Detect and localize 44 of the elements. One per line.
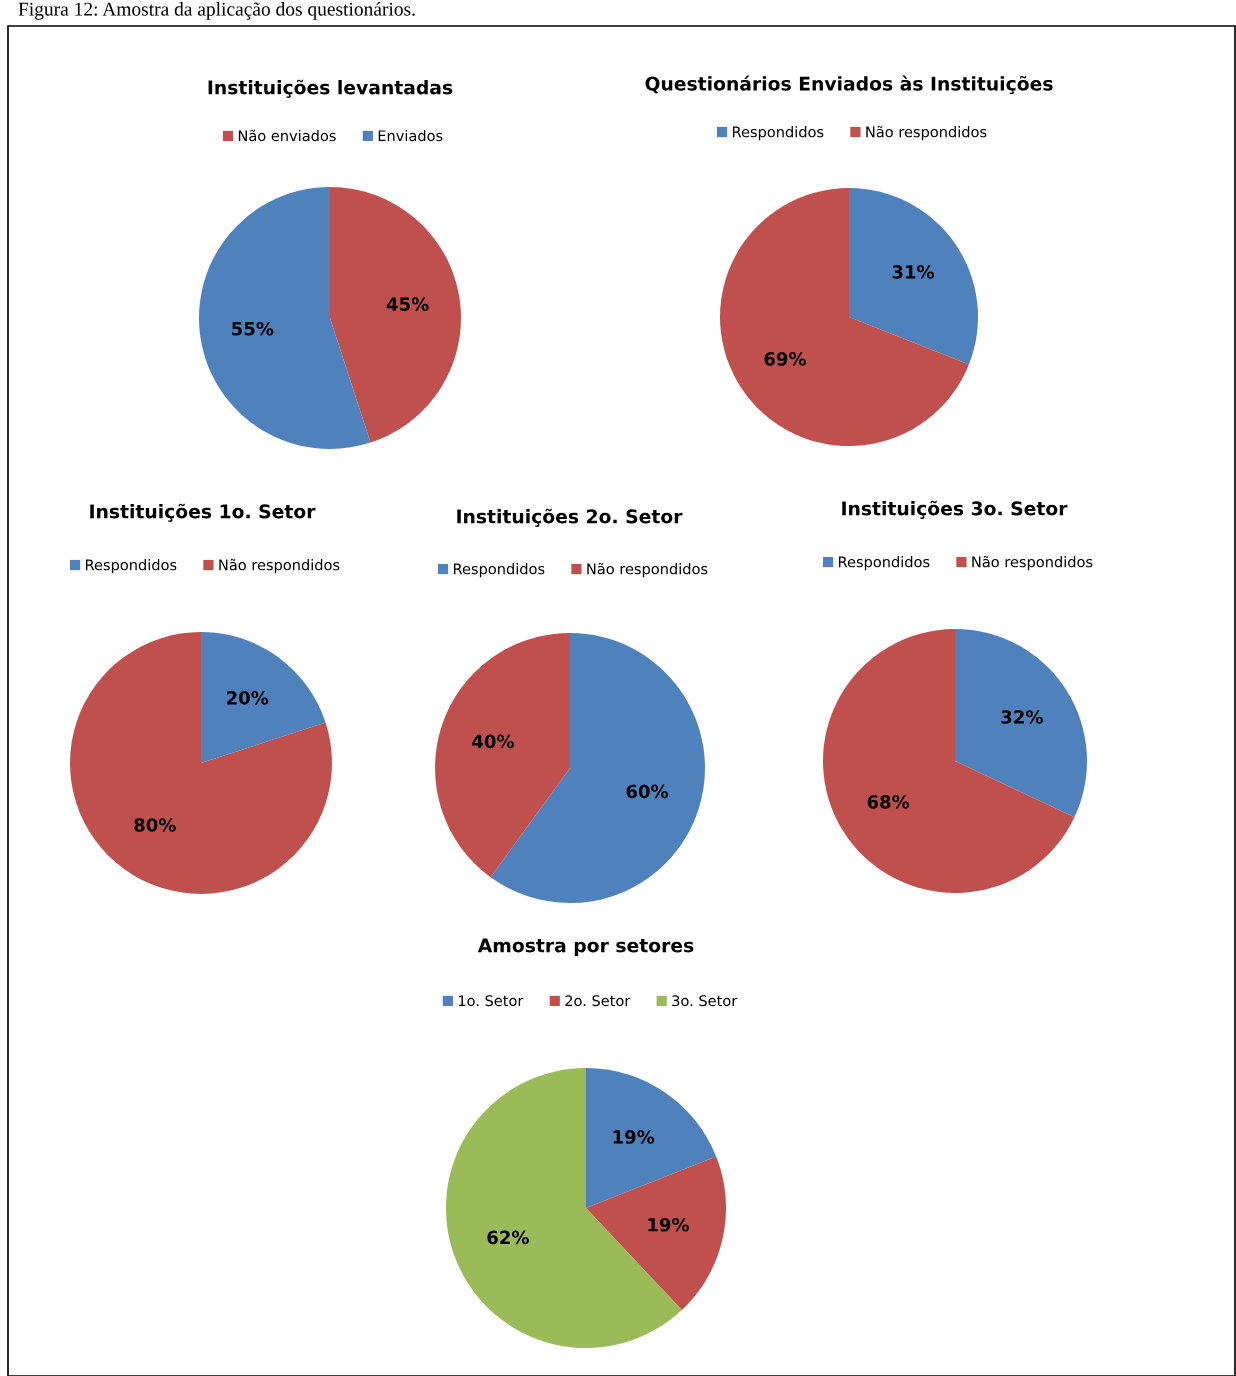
pie-slice [70,632,332,894]
legend-label: Não enviados [238,129,336,142]
data-label: 45% [386,297,429,311]
pie-slice [199,187,371,449]
pie-slice [955,629,1087,818]
pie-slice [586,1156,726,1311]
data-label: 62% [487,1230,529,1245]
pie-slice [586,1068,717,1208]
data-label: 31% [892,265,935,279]
legend-label: Não respondidos [219,558,340,574]
pie-slice [720,188,969,446]
pie-slice [435,633,570,878]
legend-label: 1o. Setor [458,995,524,1007]
data-label: 60% [626,784,669,799]
chart-title: Instituições levantadas [208,79,453,98]
pie-slice [823,629,1075,893]
legend-label: Respondidos [453,563,545,578]
chart-title: Instituições 3o. Setor [842,500,1068,519]
legend-label: 2o. Setor [565,995,631,1007]
data-label: 19% [613,1130,655,1144]
pie-slice [330,187,461,443]
pie-slice [849,188,978,365]
data-label: 20% [227,690,269,705]
data-label: 55% [232,321,274,336]
text: Figura 12: Amostra da aplicação dos questionários. [18,2,415,20]
data-label: 40% [472,734,514,749]
data-label: 32% [1001,710,1043,724]
legend-label: Não respondidos [972,555,1093,571]
chart-title: Instituições 1o. Setor [90,503,316,522]
legend-label: Respondidos [85,559,177,574]
legend-label: Enviados [378,129,443,142]
chart-title: Amostra por setores [477,938,694,957]
pie-slice [201,632,326,763]
legend-label: Respondidos [838,556,930,571]
data-label: 69% [764,352,807,366]
data-label: 68% [867,795,910,809]
legend-label: 3o. Setor [672,995,738,1007]
chart-title: Instituições 2o. Setor [457,508,683,527]
legend-label: Não respondidos [587,562,708,578]
legend-label: Respondidos [732,126,824,141]
data-label: 19% [648,1217,690,1232]
data-label: 80% [134,818,176,832]
chart-title: Questionários Enviados às Instituições [645,75,1053,95]
legend-label: Não respondidos [866,125,987,141]
